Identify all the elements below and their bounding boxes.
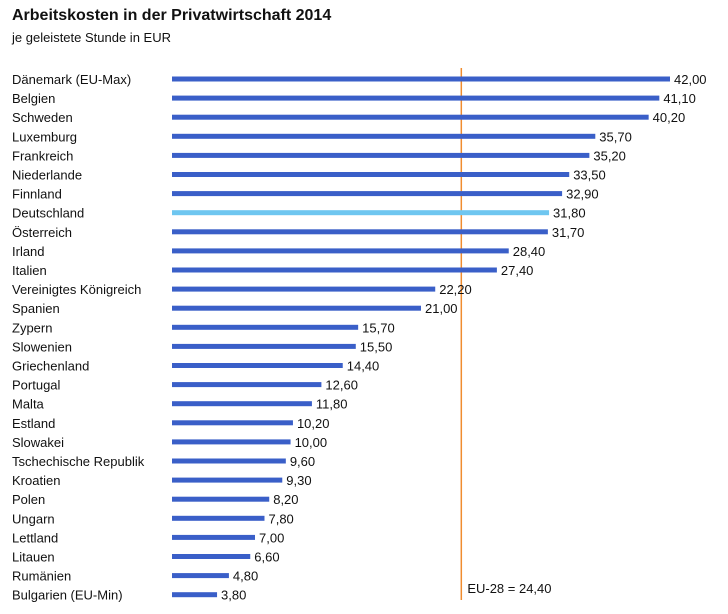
value-label: 40,20 [653,110,686,125]
category-label: Estland [12,416,55,431]
bar [172,382,322,388]
bar [172,172,570,177]
category-label: Kroatien [12,473,60,488]
category-label: Griechenland [12,359,89,374]
value-label: 14,40 [347,359,380,374]
category-label: Litauen [12,550,55,565]
value-label: 41,10 [663,91,696,106]
category-label: Slowenien [12,339,72,354]
bar [172,76,670,82]
value-label: 6,60 [254,550,279,565]
bar [172,554,251,559]
value-label: 42,00 [674,72,707,87]
category-label: Vereinigtes Königreich [12,282,141,297]
value-label: 31,70 [552,225,585,240]
category-label: Dänemark (EU-Max) [12,72,131,87]
category-label: Italien [12,263,47,278]
value-label: 32,90 [566,187,599,202]
bar [172,133,596,139]
category-label: Ungarn [12,511,55,526]
category-label: Luxemburg [12,129,77,144]
bar [172,343,356,349]
bar [172,401,312,407]
value-label: 31,80 [553,206,586,221]
value-label: 9,30 [286,473,311,488]
value-label: 35,70 [599,129,632,144]
bar [172,534,255,540]
reference-line-label: EU-28 = 24,40 [467,581,551,596]
category-label: Lettland [12,530,58,545]
category-label: Österreich [12,225,72,240]
value-label: 11,80 [316,397,348,412]
value-label: 27,40 [501,263,534,278]
bar [172,248,509,254]
bar [172,363,343,368]
value-label: 12,60 [325,378,358,393]
bar [172,229,548,235]
value-label: 10,00 [295,435,328,450]
bar [172,496,270,502]
value-label: 10,20 [297,416,330,431]
chart-title: Arbeitskosten in der Privatwirtschaft 20… [12,7,332,24]
category-label: Portugal [12,378,61,393]
bar [172,191,563,197]
category-label: Niederlande [12,168,82,183]
bar [172,439,291,445]
bar [172,477,283,483]
category-label: Deutschland [12,206,84,221]
bar [172,324,359,330]
value-label: 15,70 [362,320,395,335]
bar [172,95,660,101]
value-label: 22,20 [439,282,472,297]
category-label: Zypern [12,320,52,335]
bar [172,286,436,292]
value-label: 7,80 [268,511,293,526]
category-label: Frankreich [12,148,73,163]
bar [172,114,649,120]
value-label: 4,80 [233,569,258,584]
chart-subtitle: je geleistete Stunde in EUR [12,30,171,45]
value-label: 28,40 [513,244,546,259]
bar [172,267,497,273]
category-label: Spanien [12,301,60,316]
category-label: Rumänien [12,569,71,584]
category-label: Irland [12,244,45,259]
bar-highlight [172,210,550,216]
category-label: Schweden [12,110,73,125]
bar [172,573,229,579]
bar [172,420,293,426]
bar [172,592,218,598]
category-label: Tschechische Republik [12,454,145,469]
category-label: Polen [12,492,45,507]
category-label: Malta [12,397,45,412]
bar [172,305,421,311]
value-label: 9,60 [290,454,315,469]
value-label: 7,00 [259,530,284,545]
value-label: 33,50 [573,168,606,183]
category-label: Belgien [12,91,55,106]
value-label: 15,50 [360,339,393,354]
value-label: 3,80 [221,588,246,603]
bar [172,152,590,158]
category-label: Slowakei [12,435,64,450]
value-label: 8,20 [273,492,298,507]
value-label: 35,20 [593,148,626,163]
category-label: Finnland [12,187,62,202]
value-label: 21,00 [425,301,458,316]
bar [172,515,265,521]
bar [172,458,286,464]
category-label: Bulgarien (EU-Min) [12,588,123,603]
